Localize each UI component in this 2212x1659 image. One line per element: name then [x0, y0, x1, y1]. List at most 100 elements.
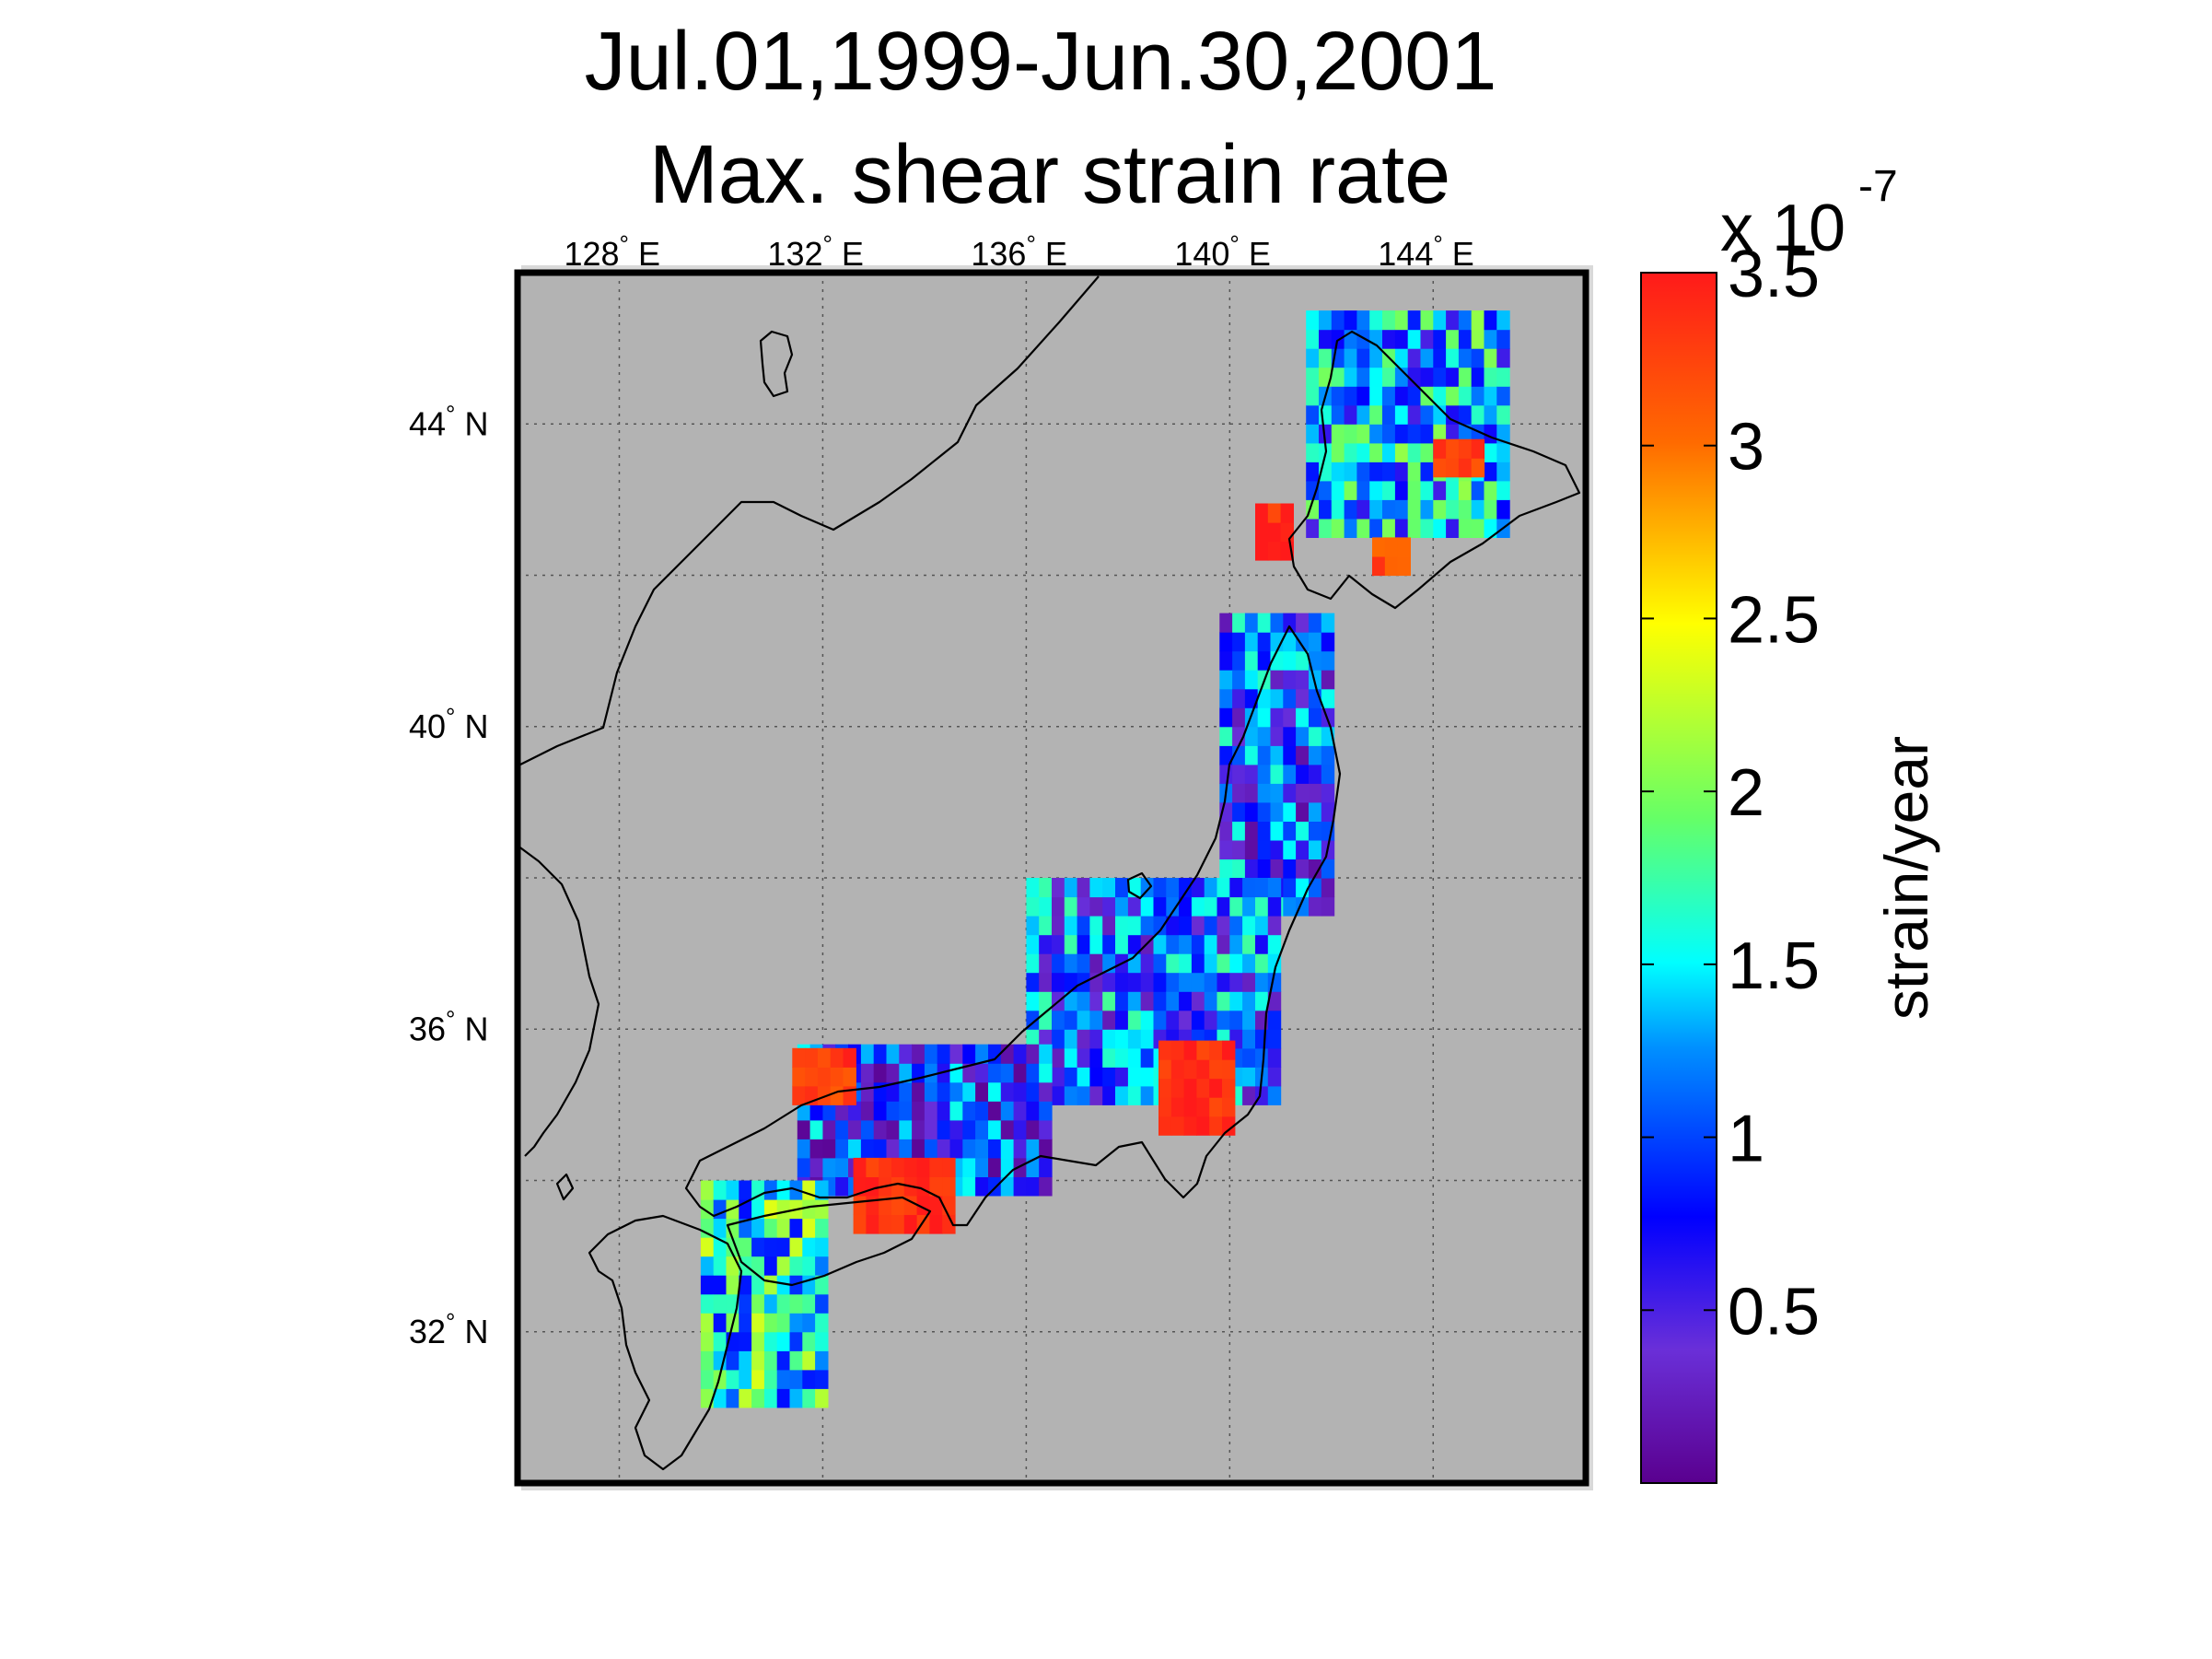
strain-cell [1344, 499, 1357, 520]
strain-cell [1397, 556, 1411, 577]
strain-cell [1242, 1010, 1256, 1030]
strain-cell [1484, 329, 1497, 349]
strain-cell [1306, 348, 1320, 368]
strain-cell [1382, 518, 1396, 538]
strain-cell [1283, 896, 1297, 917]
strain-cell [1140, 991, 1155, 1011]
strain-cell [1270, 688, 1284, 708]
strain-cell [1140, 972, 1155, 992]
strain-cell [1232, 764, 1246, 784]
strain-cell [1356, 424, 1370, 444]
strain-cell [886, 1044, 900, 1064]
strain-cell [975, 1176, 989, 1197]
strain-cell [1077, 1067, 1090, 1087]
strain-cell [1102, 934, 1116, 954]
strain-cell [1229, 953, 1243, 974]
strain-cell [1089, 896, 1103, 917]
strain-cell [1319, 499, 1333, 520]
strain-cell [1183, 1040, 1197, 1060]
strain-cell [916, 1214, 930, 1234]
strain-cell [1064, 1029, 1078, 1049]
strain-cell [1196, 1097, 1210, 1117]
strain-cell [1115, 991, 1129, 1011]
strain-cell [805, 1047, 819, 1068]
strain-cell [1394, 442, 1409, 462]
strain-cell [899, 1119, 913, 1139]
strain-cell [1257, 783, 1272, 803]
strain-cell [1077, 878, 1090, 898]
strain-cell [1127, 1085, 1142, 1105]
strain-cell [1270, 839, 1284, 859]
colorbar-tick-label: 3 [1728, 411, 1764, 485]
strain-cell [1321, 878, 1335, 898]
strain-cell [1270, 859, 1284, 879]
strain-cell [1471, 404, 1485, 425]
strain-cell [1039, 1176, 1053, 1197]
strain-cell [1219, 613, 1233, 633]
strain-cell [763, 1218, 778, 1238]
longitude-tick-labels: 128° E 132° E 136° E 140° E 144° E [564, 230, 1473, 273]
strain-cell [1166, 896, 1180, 917]
strain-cell [809, 1101, 823, 1121]
strain-cell [1153, 991, 1167, 1011]
colorbar-gradient [1640, 272, 1717, 1484]
strain-cell [789, 1237, 803, 1257]
strain-cell [1309, 878, 1322, 898]
strain-cell [815, 1388, 829, 1408]
colorbar-exponent: -7 [1858, 162, 1898, 211]
strain-cell [1158, 1078, 1172, 1098]
sado-island-coastline [1126, 871, 1153, 900]
strain-cell [848, 1119, 862, 1139]
strain-cell [1255, 896, 1269, 917]
strain-cell [1484, 348, 1497, 368]
strain-cell [776, 1369, 791, 1389]
strain-cell [1000, 1119, 1015, 1139]
strain-cell [1102, 878, 1116, 898]
strain-cell [1433, 480, 1447, 500]
strain-cell [1369, 518, 1383, 538]
strain-cell [1244, 726, 1259, 746]
strain-cell [830, 1047, 844, 1068]
strain-cell [1394, 386, 1409, 406]
strain-cell [1270, 632, 1284, 652]
strain-cell [1319, 329, 1333, 349]
strain-cell [1283, 613, 1297, 633]
strain-cell [1232, 650, 1246, 671]
strain-cell [1115, 1067, 1129, 1087]
strain-cell [899, 1044, 913, 1064]
strain-cell [1183, 1097, 1197, 1117]
strain-cell [1089, 878, 1103, 898]
strain-cell [1089, 991, 1103, 1011]
strain-cell [1309, 764, 1322, 784]
strain-cell [1000, 1063, 1015, 1083]
strain-cell [899, 1063, 913, 1083]
strain-cell [903, 1214, 918, 1234]
strain-cell [975, 1044, 989, 1064]
strain-cell [1267, 896, 1282, 917]
strain-cell [853, 1195, 867, 1215]
strain-cell [929, 1176, 943, 1197]
strain-cell [739, 1388, 752, 1408]
strain-cell [1232, 859, 1246, 879]
strain-cell [899, 1139, 913, 1159]
strain-cell [815, 1199, 829, 1220]
strain-cell [1433, 348, 1447, 368]
strain-cell [899, 1101, 913, 1121]
strain-cell [1496, 424, 1510, 444]
strain-cell [1026, 1176, 1040, 1197]
strain-cell [1115, 878, 1129, 898]
strain-cell [1039, 991, 1053, 1011]
strain-cell [815, 1293, 829, 1314]
strain-cell [1039, 1119, 1053, 1139]
sakhalin-island-coastline [759, 330, 794, 398]
strain-cell [1102, 1029, 1116, 1049]
strain-cell [1039, 1139, 1053, 1159]
strain-cell [739, 1313, 752, 1333]
strain-cell [873, 1063, 888, 1083]
strain-cell [1394, 367, 1409, 387]
strain-cell [1204, 953, 1218, 974]
strain-cell [1356, 404, 1370, 425]
strain-cell [830, 1085, 844, 1105]
strain-cell [1296, 670, 1310, 690]
strain-cell [886, 1119, 900, 1139]
